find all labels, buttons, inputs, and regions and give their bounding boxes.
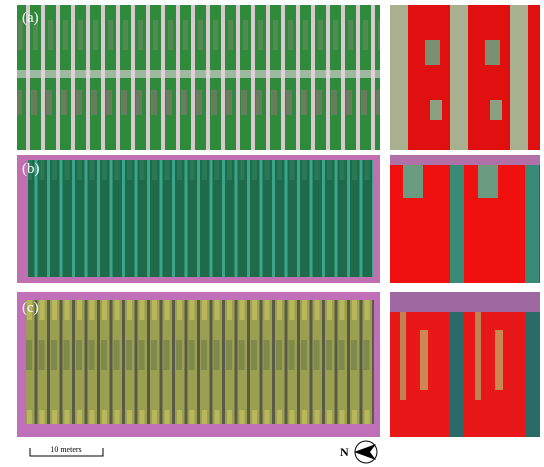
scale-label: 10 meters xyxy=(50,445,81,454)
field-image-b xyxy=(28,160,373,277)
zoom-border xyxy=(390,155,540,165)
zoom-image-a xyxy=(390,5,540,150)
field-image-c xyxy=(26,300,374,424)
panel-label: (c) xyxy=(22,300,39,316)
field-row xyxy=(17,70,380,78)
compass-label: N xyxy=(340,445,349,459)
compass-arrow xyxy=(354,444,376,460)
panel-label: (b) xyxy=(22,161,40,177)
zoom-image-c xyxy=(390,292,540,437)
zoom-image-b xyxy=(390,155,540,283)
panel-label: (a) xyxy=(22,10,39,26)
zoom-border xyxy=(390,292,540,312)
scale-bar xyxy=(29,448,104,457)
